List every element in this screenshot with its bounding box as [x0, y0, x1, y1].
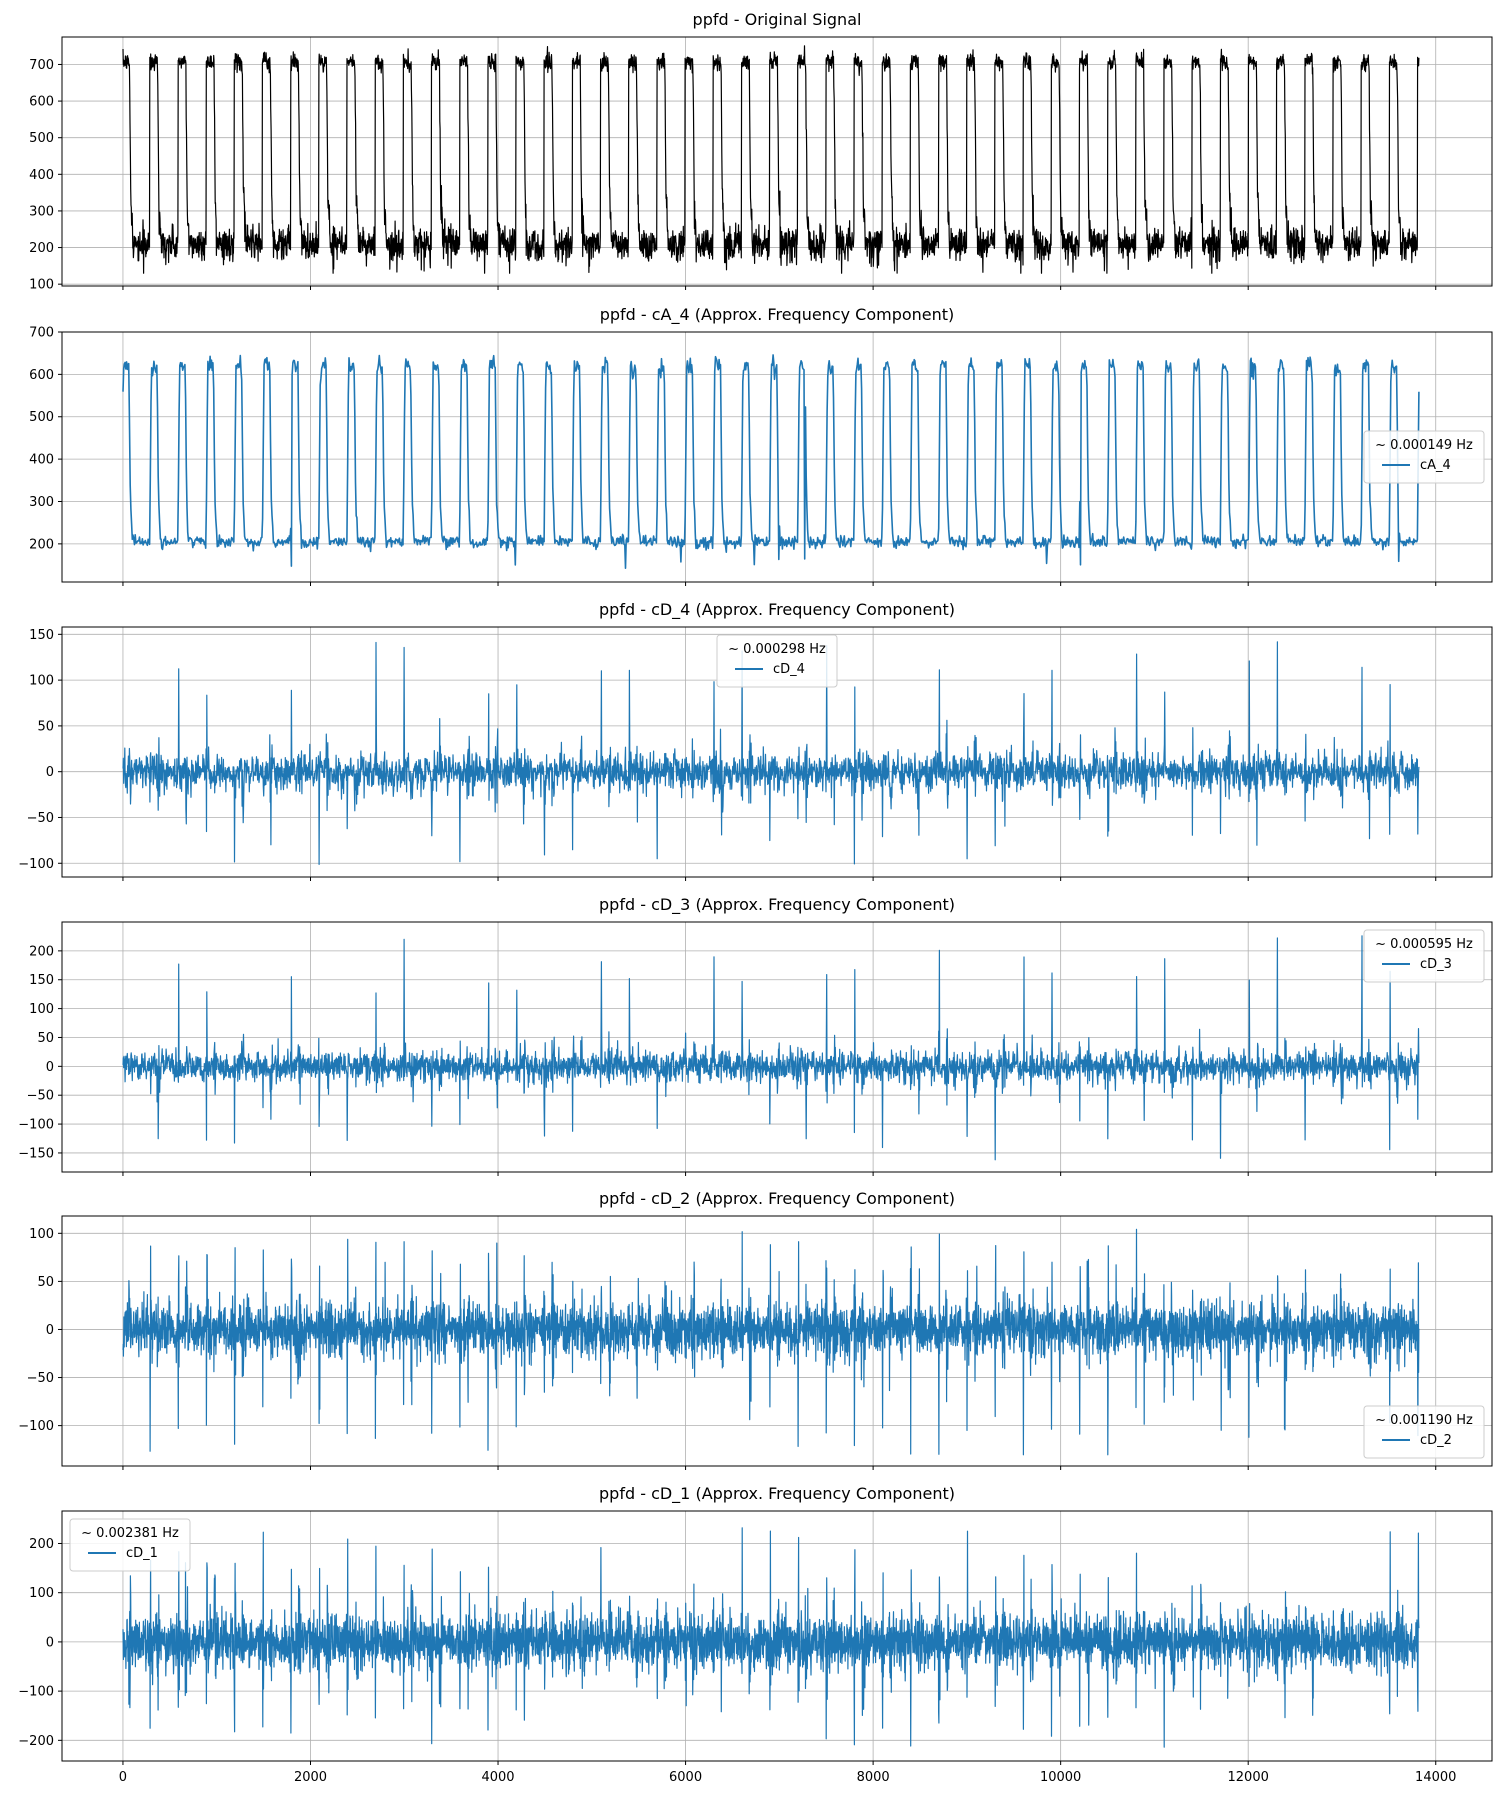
subplot-6: ppfd - cD_1 (Approx. Frequency Component…	[18, 1484, 1493, 1785]
y-tick-label: 500	[29, 131, 54, 146]
y-tick-label: −100	[18, 1685, 54, 1700]
y-tick-label: 200	[29, 944, 54, 959]
series-line-signal	[122, 45, 1420, 274]
subplot-title: ppfd - Original Signal	[693, 10, 862, 29]
axes-frame	[61, 1510, 1493, 1762]
subplot-1: ppfd - Original Signal 100 200 300 400 500 600…	[29, 10, 1493, 293]
legend: ~ 0.001190 Hz cD_2	[1363, 1405, 1485, 1459]
y-tick-label: 150	[29, 628, 54, 643]
y-tick-label: 300	[29, 495, 54, 510]
subplot-3: ppfd - cD_4 (Approx. Frequency Component…	[18, 600, 1493, 881]
series-line-cD_2	[122, 1228, 1420, 1456]
y-tick-label: −100	[18, 1419, 54, 1434]
axes-frame	[61, 1215, 1493, 1467]
y-tick-label: 50	[37, 1275, 54, 1290]
subplot-title: ppfd - cD_2 (Approx. Frequency Component…	[599, 1189, 955, 1209]
axes-frame	[61, 921, 1493, 1173]
y-tick-label: −100	[18, 857, 54, 872]
axes-frame	[61, 36, 1493, 287]
legend-entry: cD_3	[1420, 957, 1452, 972]
y-tick-label: 100	[29, 278, 54, 293]
y-tick-label: 100	[29, 1002, 54, 1017]
x-tick-label: 10000	[1040, 1770, 1081, 1785]
x-tick-label: 2000	[294, 1770, 327, 1785]
legend-title: ~ 0.000595 Hz	[1375, 937, 1473, 952]
y-tick-label: 500	[29, 410, 54, 425]
legend: ~ 0.000595 Hz cD_3	[1363, 929, 1485, 983]
axes-frame	[61, 331, 1493, 583]
x-tick-label: 12000	[1228, 1770, 1269, 1785]
legend-title: ~ 0.001190 Hz	[1375, 1413, 1473, 1428]
legend-frame	[1363, 929, 1485, 983]
legend: ~ 0.000149 Hz cA_4	[1363, 430, 1485, 484]
legend-entry: cD_1	[126, 1546, 158, 1561]
y-tick-label: 400	[29, 453, 54, 468]
legend-entry: cA_4	[1420, 458, 1451, 473]
y-tick-label: 0	[46, 1323, 54, 1338]
y-tick-label: 600	[29, 95, 54, 110]
x-tick-label: 0	[119, 1770, 127, 1785]
y-tick-label: 0	[46, 1635, 54, 1650]
legend-frame	[1363, 430, 1485, 484]
y-tick-label: −100	[18, 1118, 54, 1133]
series-line-cD_1	[122, 1527, 1420, 1748]
y-tick-label: 300	[29, 204, 54, 219]
subplot-5: ppfd - cD_2 (Approx. Frequency Component…	[18, 1189, 1493, 1470]
legend-entry: cD_4	[773, 662, 805, 677]
y-tick-label: −50	[27, 1089, 54, 1104]
y-tick-label: 200	[29, 241, 54, 256]
y-tick-label: 50	[37, 1031, 54, 1046]
subplot-title: ppfd - cD_4 (Approx. Frequency Component…	[599, 600, 955, 620]
y-tick-label: 200	[29, 537, 54, 552]
legend: ~ 0.000298 Hz cD_4	[716, 634, 838, 688]
y-tick-label: 600	[29, 368, 54, 383]
legend-title: ~ 0.002381 Hz	[81, 1526, 179, 1541]
legend: ~ 0.002381 Hz cD_1	[69, 1518, 191, 1572]
y-tick-label: 0	[46, 1060, 54, 1075]
y-tick-label: 100	[29, 1586, 54, 1601]
y-tick-label: 700	[29, 326, 54, 341]
subplot-title: ppfd - cD_3 (Approx. Frequency Component…	[599, 895, 955, 915]
legend-frame	[716, 634, 838, 688]
legend-title: ~ 0.000149 Hz	[1375, 438, 1473, 453]
legend-title: ~ 0.000298 Hz	[728, 642, 826, 657]
y-tick-label: −50	[27, 811, 54, 826]
x-tick-label: 4000	[481, 1770, 514, 1785]
legend-frame	[69, 1518, 191, 1572]
y-tick-label: 50	[37, 719, 54, 734]
y-tick-label: 200	[29, 1537, 54, 1552]
series-line-cD_3	[122, 935, 1420, 1161]
y-tick-label: 400	[29, 168, 54, 183]
y-tick-label: −50	[27, 1371, 54, 1386]
legend-entry: cD_2	[1420, 1433, 1452, 1448]
axes-frame	[61, 626, 1493, 878]
x-tick-label: 14000	[1415, 1770, 1456, 1785]
y-tick-label: 100	[29, 674, 54, 689]
subplot-title: ppfd - cA_4 (Approx. Frequency Component…	[600, 305, 955, 325]
series-line-cA_4	[122, 354, 1420, 569]
x-tick-label: 8000	[857, 1770, 890, 1785]
legend-frame	[1363, 1405, 1485, 1459]
y-tick-label: 150	[29, 973, 54, 988]
x-tick-label: 6000	[669, 1770, 702, 1785]
y-tick-label: −200	[18, 1734, 54, 1749]
subplot-title: ppfd - cD_1 (Approx. Frequency Component…	[599, 1484, 955, 1504]
y-tick-label: 0	[46, 765, 54, 780]
y-tick-label: 700	[29, 58, 54, 73]
subplot-4: ppfd - cD_3 (Approx. Frequency Component…	[18, 895, 1493, 1176]
subplot-2: ppfd - cA_4 (Approx. Frequency Component…	[29, 305, 1493, 586]
y-tick-label: −150	[18, 1146, 54, 1161]
y-tick-label: 100	[29, 1227, 54, 1242]
series-line-cD_4	[122, 641, 1420, 865]
